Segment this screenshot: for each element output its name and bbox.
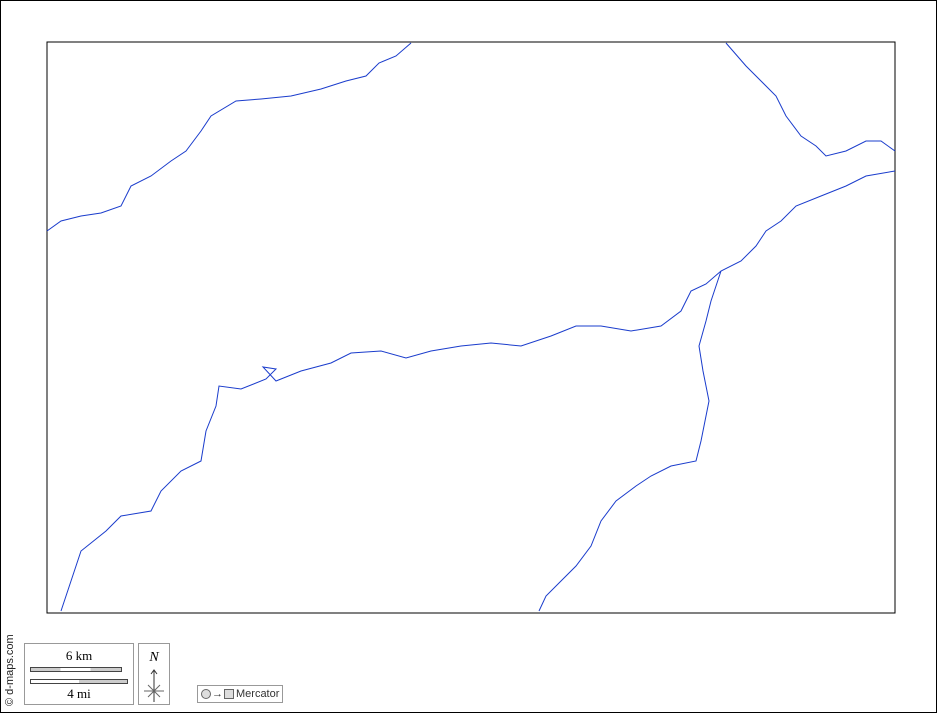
north-label: N: [149, 650, 159, 665]
circle-to-square-icon: →: [201, 688, 234, 700]
scale-bar: 6 km 4 mi: [24, 643, 134, 705]
map-frame: [46, 41, 896, 614]
scale-km-bar: [30, 667, 122, 672]
river-main: [60, 170, 896, 612]
river-south: [538, 270, 722, 612]
river-northeast: [725, 42, 896, 157]
credit-text: © d-maps.com: [4, 634, 16, 706]
projection-badge: → Mercator: [197, 685, 283, 703]
scale-mi-bar: [30, 679, 128, 684]
projection-label: Mercator: [236, 688, 280, 700]
compass-icon: [144, 669, 164, 702]
scale-mi-label: 4 mi: [67, 686, 91, 701]
north-arrow: N: [138, 643, 170, 705]
scale-km-label: 6 km: [65, 648, 93, 663]
river-northwest: [46, 42, 412, 232]
